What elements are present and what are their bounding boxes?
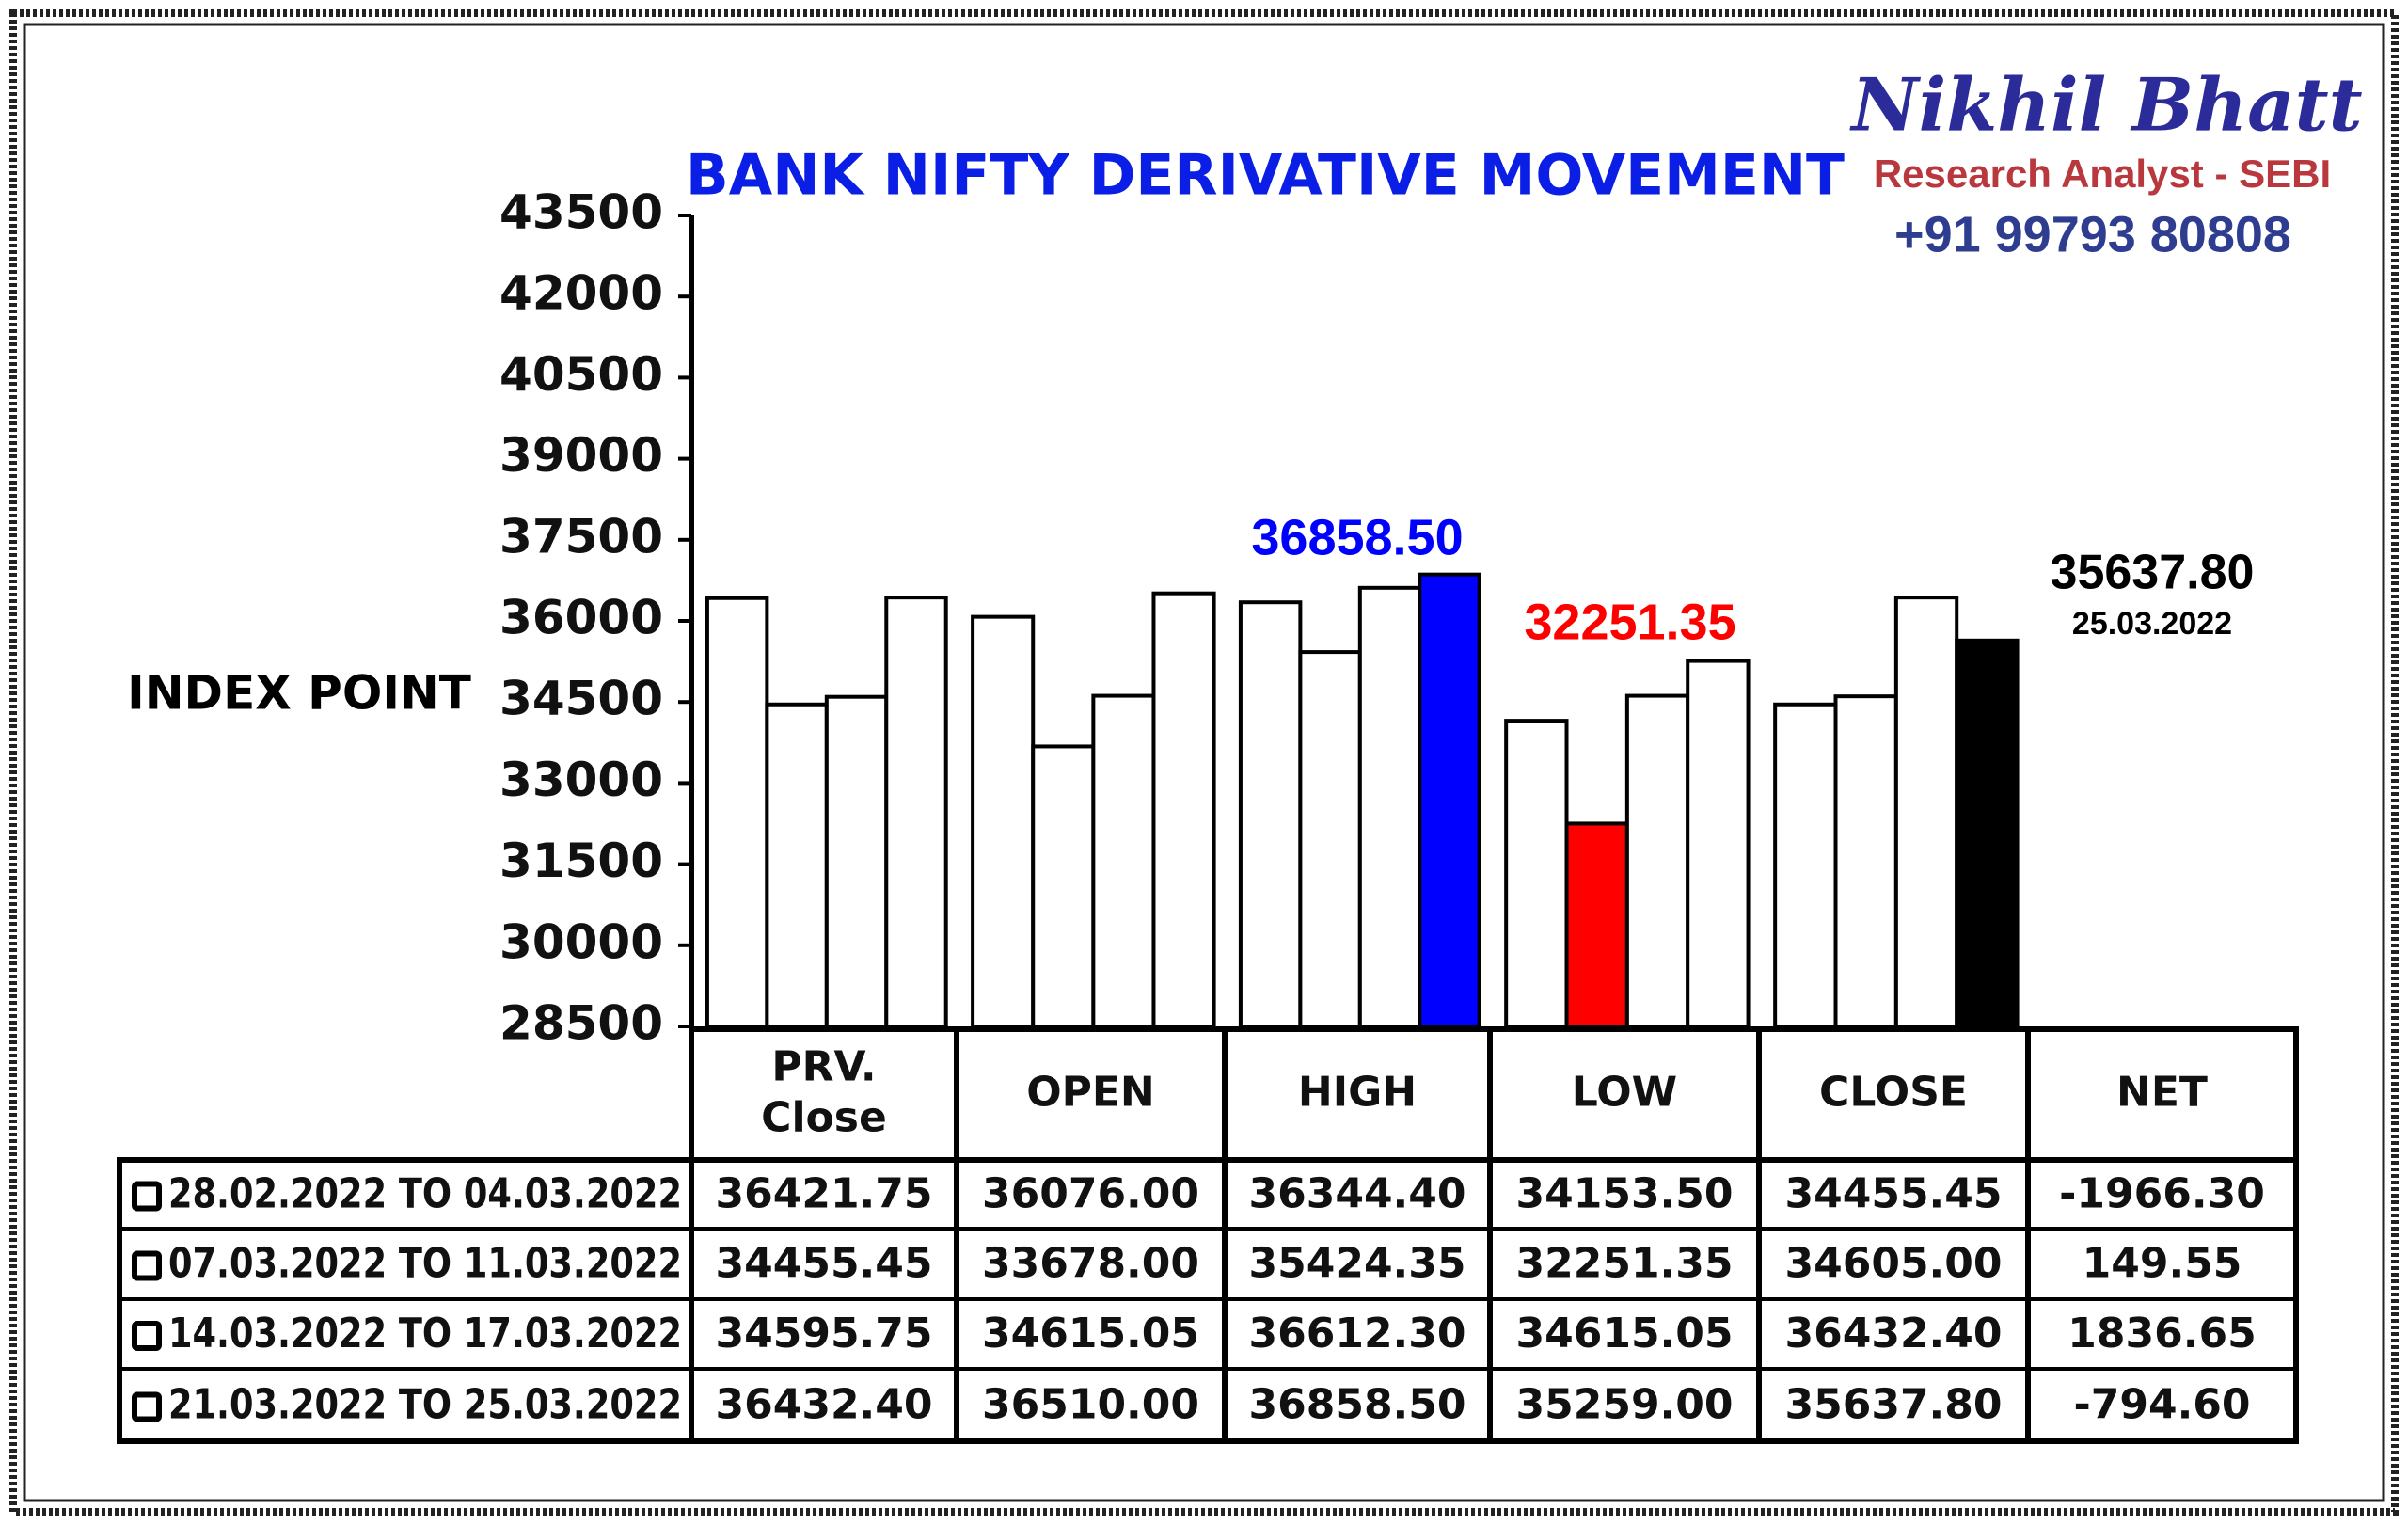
y-tick-label: 31500 [499,834,663,888]
frame [9,9,2399,1516]
bar [1357,585,1422,1028]
bar [1031,744,1096,1029]
table-cell: 36432.40 [715,1381,932,1429]
y-tick-label: 30000 [499,914,663,969]
table-cell: 36432.40 [1784,1310,2002,1358]
bar [971,614,1036,1028]
bar [884,596,948,1028]
brand-role: Research Analyst - SEBI [1874,151,2331,196]
table-cell: 32251.35 [1515,1240,1733,1288]
chart-title: BANK NIFTY DERIVATIVE MOVEMENT [686,143,1845,209]
table-header-box [689,1026,2299,1163]
y-tick-label: 37500 [499,509,663,564]
y-tick-label: 43500 [499,185,663,240]
bar [1151,591,1216,1029]
bar [1564,821,1629,1028]
brand-phone: +91 99793 80808 [1894,206,2291,262]
table-cell: 34455.45 [715,1240,932,1288]
table-cell: 34455.45 [1784,1170,2002,1218]
legend-label: 21.03.2022 TO 25.03.2022 [168,1381,682,1429]
table-cell: 36858.50 [1248,1381,1465,1429]
bar [1833,694,1898,1029]
y-tick-label: 40500 [499,347,663,402]
x-tick-label: OPEN [1026,1069,1155,1117]
table-cell: 34153.50 [1515,1170,1733,1218]
table-cell: 36612.30 [1248,1310,1465,1358]
legend-swatch [132,1321,162,1351]
annotation: 32251.35 [1524,594,1735,650]
y-tick-label: 33000 [499,753,663,807]
x-tick-label: PRV. Close [761,1043,887,1142]
y-tick-label: 36000 [499,591,663,645]
table-cell: 34595.75 [715,1310,932,1358]
bar [1955,638,2020,1029]
net-cell: -794.60 [2073,1381,2250,1429]
table-cell: 36344.40 [1248,1170,1465,1218]
y-axis-label: INDEX POINT [127,666,471,721]
net-cell: 149.55 [2083,1240,2242,1288]
frame-inner [23,23,2385,1502]
table-cell: 34615.05 [1515,1310,1733,1358]
bar [1624,693,1690,1028]
annotation: 36858.50 [1251,509,1463,565]
y-tick-label: 34500 [499,672,663,726]
legend-label: 07.03.2022 TO 11.03.2022 [168,1240,682,1288]
bar [1238,600,1303,1029]
annotation: 25.03.2022 [2072,606,2232,642]
table-cell: 35259.00 [1515,1381,1733,1429]
net-cell: -1966.30 [2059,1170,2265,1218]
legend-swatch [132,1250,162,1281]
y-tick-label: 39000 [499,428,663,483]
legend-swatch [132,1181,162,1212]
bar [1091,693,1156,1028]
legend-swatch [132,1391,162,1422]
table-cell: 36421.75 [715,1170,932,1218]
bar [1686,659,1751,1029]
table-cell: 34615.05 [982,1310,1199,1358]
net-cell: 1836.65 [2067,1310,2256,1358]
bar [1298,650,1362,1028]
table-cell: 35637.80 [1784,1381,2002,1429]
y-tick-label: 28500 [499,996,663,1051]
table-cell: 34605.00 [1784,1240,2002,1288]
brand-name: Nikhil Bhatt [1848,63,2362,149]
table-cell: 35424.35 [1248,1240,1465,1288]
annotation: 35637.80 [2051,546,2255,600]
bar [824,694,889,1028]
bar [705,596,769,1028]
x-tick-label: LOW [1572,1069,1677,1117]
bar [1504,719,1569,1028]
table-cell: 33678.00 [982,1240,1199,1288]
x-tick-label: CLOSE [1819,1069,1968,1117]
bar [1418,572,1481,1028]
y-tick-label: 42000 [499,266,663,321]
net-header: NET [2116,1069,2208,1117]
x-tick-label: HIGH [1298,1069,1417,1117]
table-cell: 36076.00 [982,1170,1199,1218]
bar [1773,702,1838,1028]
table-cell: 36510.00 [982,1381,1199,1429]
bar [1893,596,1959,1028]
legend-label: 14.03.2022 TO 17.03.2022 [168,1310,682,1358]
bar [765,702,829,1028]
legend-label: 28.02.2022 TO 04.03.2022 [168,1170,682,1218]
